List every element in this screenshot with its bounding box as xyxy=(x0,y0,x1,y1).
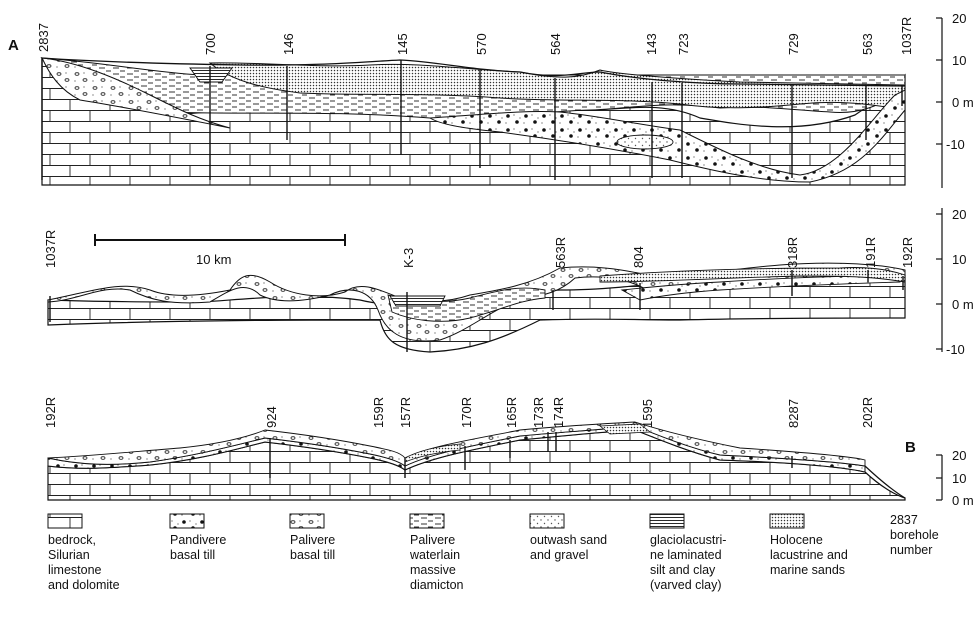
borehole-label: 173R xyxy=(531,397,546,428)
borehole-label: 318R xyxy=(785,237,800,268)
legend-label: basal till xyxy=(290,548,335,562)
legend-swatch-bedrock xyxy=(47,513,83,529)
elevation-scales xyxy=(936,17,943,501)
borehole-label: 170R xyxy=(459,397,474,428)
borehole-label: 145 xyxy=(395,33,410,55)
section-middle: 10 km xyxy=(47,234,906,353)
elevation-scale-labels: 20 10 0 m -10 20 10 0 m -10 20 10 0 m xyxy=(946,11,974,508)
legend-label: and gravel xyxy=(530,548,588,562)
scale-tick-label: 0 m xyxy=(952,493,974,508)
borehole-label: 1037R xyxy=(899,17,914,55)
legend-swatch-glaciolacustrine xyxy=(649,513,685,529)
borehole-label: 804 xyxy=(631,246,646,268)
glaciolacustrine-lens xyxy=(389,295,446,307)
legend-label: limestone xyxy=(48,563,102,577)
legend-label: Palivere xyxy=(290,533,335,547)
legend-label: outwash sand xyxy=(530,533,607,547)
borehole-label: 174R xyxy=(551,397,566,428)
borehole-label: 1037R xyxy=(43,230,58,268)
legend-label: bedrock, xyxy=(48,533,96,547)
borehole-label: 157R xyxy=(398,397,413,428)
section-b-label: B xyxy=(905,439,916,456)
borehole-lines-middle xyxy=(49,270,904,352)
holocene-sands xyxy=(208,62,906,111)
borehole-label: 192R xyxy=(43,397,58,428)
borehole-label: 564 xyxy=(548,33,563,55)
borehole-label: 723 xyxy=(676,33,691,55)
scale-bar-label: 10 km xyxy=(196,252,231,267)
scale-tick-label: -10 xyxy=(946,137,965,152)
scale-tick-label: 0 m xyxy=(952,95,974,110)
outwash-lens xyxy=(616,134,674,150)
scale-tick-label: 0 m xyxy=(952,297,974,312)
legend-label: basal till xyxy=(170,548,215,562)
borehole-label: 729 xyxy=(786,33,801,55)
holocene-sands xyxy=(404,443,461,463)
borehole-label: 165R xyxy=(504,397,519,428)
borehole-label: 192R xyxy=(900,237,915,268)
legend-label: (varved clay) xyxy=(650,578,722,592)
legend-label: Palivere xyxy=(410,533,455,547)
scale-tick-label: 10 xyxy=(952,471,966,486)
scale-tick-label: 10 xyxy=(952,53,966,68)
legend-label: silt and clay xyxy=(650,563,716,577)
legend-label: borehole xyxy=(890,528,939,542)
legend-label: glaciolacustri- xyxy=(650,533,726,547)
legend-label: massive xyxy=(410,563,456,577)
legend-label: ne laminated xyxy=(650,548,722,562)
scale-tick-label: 10 xyxy=(952,252,966,267)
scale-tick-label: 20 xyxy=(952,207,966,222)
legend-swatch-palivere-till xyxy=(289,513,325,529)
scale-tick-label: 20 xyxy=(952,448,966,463)
section-a: A xyxy=(8,37,906,186)
legend-label: diamicton xyxy=(410,578,464,592)
palivere-basal-till xyxy=(41,57,231,129)
borehole-label: 143 xyxy=(644,33,659,55)
legend-label: marine sands xyxy=(770,563,845,577)
borehole-label: 563 xyxy=(860,33,875,55)
legend-label: Silurian xyxy=(48,548,90,562)
borehole-label: 1595 xyxy=(640,399,655,428)
legend-label: waterlain xyxy=(409,548,460,562)
holocene-sands xyxy=(599,267,906,283)
legend-label: lacustrine and xyxy=(770,548,848,562)
legend-label: 2837 xyxy=(890,513,918,527)
section-b: B xyxy=(47,421,916,501)
borehole-label: 570 xyxy=(474,33,489,55)
borehole-label: K-3 xyxy=(401,248,416,268)
borehole-label: 2837 xyxy=(36,23,51,52)
borehole-label: 700 xyxy=(203,33,218,55)
borehole-label: 159R xyxy=(371,397,386,428)
borehole-label: 202R xyxy=(860,397,875,428)
legend-swatch-palivere-diamicton xyxy=(409,513,445,529)
legend-label: Holocene xyxy=(770,533,823,547)
scale-tick-label: -10 xyxy=(946,342,965,357)
legend-swatch-outwash xyxy=(529,513,565,529)
glaciolacustrine-lens xyxy=(189,67,233,83)
borehole-label: 191R xyxy=(863,237,878,268)
borehole-labels: 2837 700 146 145 570 564 143 723 729 563 1037R 1037… xyxy=(36,17,915,428)
scale-tick-label: 20 xyxy=(952,11,966,26)
borehole-lines-b xyxy=(269,432,793,478)
legend-swatch-holocene xyxy=(769,513,805,529)
borehole-label: 563R xyxy=(553,237,568,268)
legend-swatch-pandivere xyxy=(169,513,205,529)
borehole-label: 924 xyxy=(264,406,279,428)
pandivere-basal-till xyxy=(428,89,906,183)
legend-label: number xyxy=(890,543,932,557)
borehole-label: 146 xyxy=(281,33,296,55)
borehole-label: 8287 xyxy=(786,399,801,428)
legend-label: and dolomite xyxy=(48,578,120,592)
section-a-label: A xyxy=(8,37,19,54)
legend-label: Pandivere xyxy=(170,533,226,547)
borehole-lines-a xyxy=(41,58,903,180)
